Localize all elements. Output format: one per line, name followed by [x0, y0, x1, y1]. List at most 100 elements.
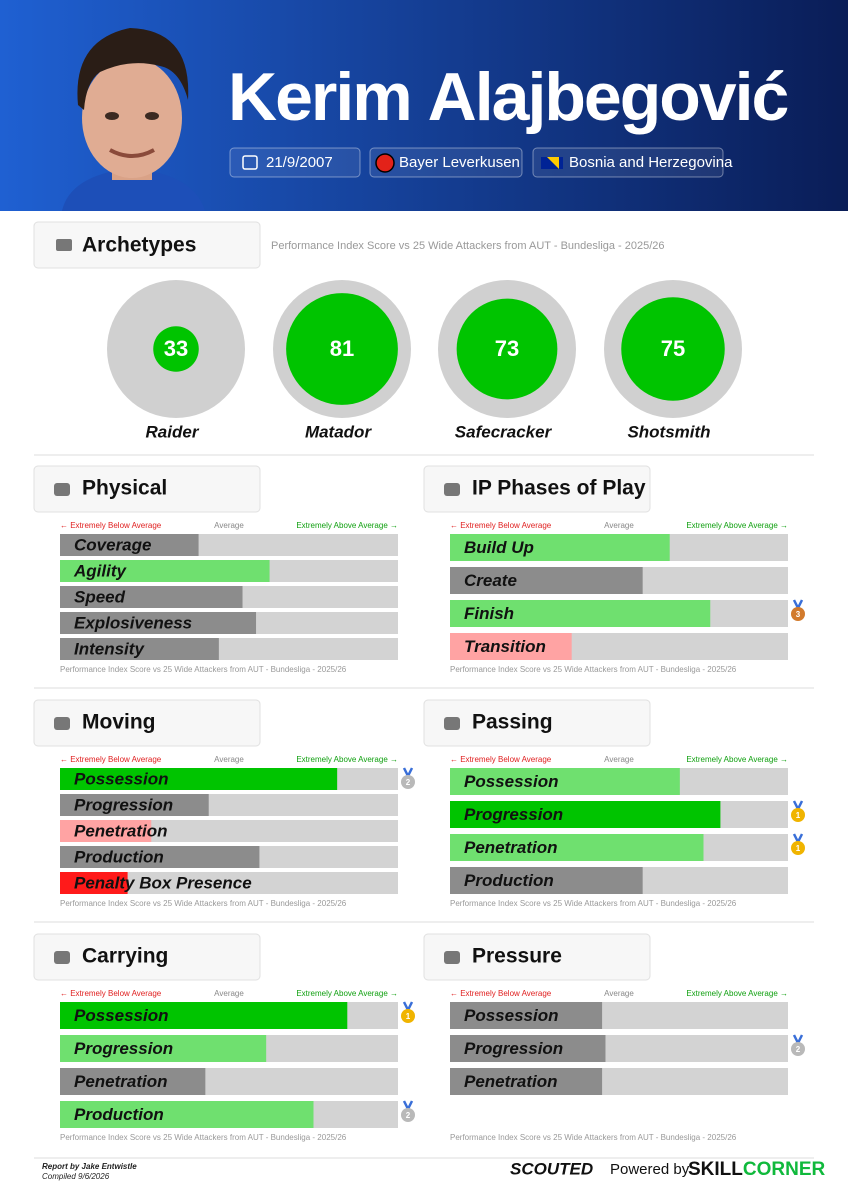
metric-name: Progression: [464, 1039, 563, 1058]
medal-ribbon: [402, 767, 414, 779]
bar: [450, 834, 704, 861]
metric-name: Penalty Box Presence: [74, 873, 252, 892]
archetype-name: Raider: [146, 422, 200, 441]
metric-name: Create: [464, 571, 517, 590]
legend-high: Extremely Above Average →: [296, 521, 398, 530]
legend-high: Extremely Above Average →: [296, 989, 398, 998]
archetype-score: [456, 298, 558, 400]
legend-high: Extremely Above Average →: [686, 521, 788, 530]
section-icon: [54, 951, 70, 964]
section-box: [33, 465, 261, 513]
bar: [60, 638, 219, 660]
medal-ribbon: [792, 833, 804, 845]
metric-name: Possession: [464, 772, 559, 791]
bar: [450, 633, 572, 660]
bar: [60, 560, 270, 582]
icon: [56, 239, 72, 251]
bar: [60, 612, 257, 634]
bar: [60, 768, 338, 790]
bar-track: [60, 872, 398, 894]
section-icon: [444, 951, 460, 964]
legend-low: ← Extremely Below Average: [450, 755, 552, 764]
bar: [60, 820, 152, 842]
metric-name: Penetration: [464, 1072, 558, 1091]
medal-ribbon: [402, 1001, 414, 1013]
bar: [60, 794, 209, 816]
legend-high: Extremely Above Average →: [296, 755, 398, 764]
archetype-name: Matador: [305, 422, 373, 441]
archetypes-title: Archetypes: [82, 234, 196, 257]
footnote: Performance Index Score vs 25 Wide Attac…: [450, 899, 737, 908]
bar: [450, 801, 721, 828]
bar: [60, 1068, 206, 1095]
section-box: [423, 933, 651, 981]
section-box: [423, 465, 651, 513]
brand: SCOUTED: [510, 1159, 593, 1178]
section-icon: [444, 483, 460, 496]
section-box: [423, 699, 651, 747]
metric-name: Penetration: [74, 1072, 168, 1091]
metric-name: Production: [74, 847, 164, 866]
metric-name: Penetration: [74, 821, 168, 840]
medal: [401, 775, 415, 789]
section-box: [33, 933, 261, 981]
partner: SKILLCORNER: [688, 1159, 826, 1180]
bar: [60, 534, 199, 556]
bar: [60, 1101, 314, 1128]
bar: [60, 586, 243, 608]
section-title: Carrying: [82, 945, 168, 968]
archetype-value: 75: [661, 336, 685, 361]
bar: [450, 1035, 606, 1062]
metric-name: Progression: [74, 1039, 173, 1058]
legend-low: ← Extremely Below Average: [60, 755, 162, 764]
archetypes-subtitle: Performance Index Score vs 25 Wide Attac…: [271, 240, 665, 252]
footnote: Performance Index Score vs 25 Wide Attac…: [60, 1133, 347, 1142]
metric-name: Production: [464, 871, 554, 890]
legend-mid: Average: [604, 989, 634, 998]
partner-b: CORNER: [743, 1159, 826, 1180]
metric-name: Coverage: [74, 535, 151, 554]
medal-ribbon: [792, 599, 804, 611]
legend-mid: Average: [214, 521, 244, 530]
partner-a: SKILL: [688, 1159, 743, 1180]
metric-name: Speed: [74, 587, 126, 606]
metric-name: Possession: [74, 1006, 169, 1025]
metric-name: Possession: [74, 769, 169, 788]
footnote: Performance Index Score vs 25 Wide Attac…: [60, 665, 347, 674]
bar: [450, 1068, 603, 1095]
archetype-value: 33: [164, 336, 188, 361]
metric-name: Explosiveness: [74, 613, 192, 632]
legend-mid: Average: [604, 521, 634, 530]
section-icon: [444, 717, 460, 730]
legend-high: Extremely Above Average →: [686, 755, 788, 764]
medal: [401, 1009, 415, 1023]
medal-rank: 1: [796, 811, 801, 820]
legend-low: ← Extremely Below Average: [60, 989, 162, 998]
legend-low: ← Extremely Below Average: [450, 989, 552, 998]
metric-name: Finish: [464, 604, 514, 623]
metric-name: Transition: [464, 637, 546, 656]
legend-mid: Average: [214, 989, 244, 998]
compiled: Compiled 9/6/2026: [42, 1172, 110, 1181]
bar: [60, 1035, 267, 1062]
bar: [450, 600, 711, 627]
bar: [450, 567, 643, 594]
archetype-score: [153, 326, 199, 372]
metric-name: Agility: [73, 561, 127, 580]
section-icon: [54, 483, 70, 496]
nation: Bosnia and Herzegovina: [569, 154, 733, 171]
report-by: Report by Jake Entwistle: [42, 1162, 137, 1171]
metric-name: Possession: [464, 1006, 559, 1025]
bar: [450, 1002, 603, 1029]
first-name: Kerim: [228, 59, 411, 135]
legend-low: ← Extremely Below Average: [450, 521, 552, 530]
medal-rank: 1: [796, 844, 801, 853]
medal: [791, 808, 805, 822]
archetype-value: 81: [330, 336, 354, 361]
club: Bayer Leverkusen: [399, 154, 520, 171]
medal-rank: 1: [406, 1012, 411, 1021]
medal-rank: 2: [406, 1111, 411, 1120]
archetype-score: [621, 297, 725, 401]
medal-rank: 2: [406, 778, 411, 787]
legend-mid: Average: [214, 755, 244, 764]
